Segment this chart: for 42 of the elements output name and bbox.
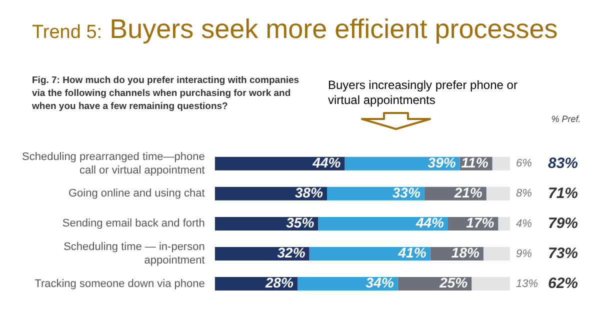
data-label: 32% bbox=[277, 244, 306, 261]
text: 73% bbox=[548, 244, 578, 262]
data-label: 17% bbox=[466, 214, 495, 231]
data-label: 9% bbox=[516, 248, 532, 260]
data-label: 13% bbox=[516, 278, 538, 290]
text: % Pref. bbox=[550, 114, 582, 125]
y-tick-label: Scheduling time — in-person appointment bbox=[64, 241, 205, 266]
data-label: 6% bbox=[516, 158, 532, 170]
text: 71% bbox=[548, 184, 578, 202]
text: 79% bbox=[548, 214, 578, 232]
bar bbox=[472, 277, 510, 291]
data-label: 11% bbox=[461, 154, 489, 170]
data-label: 44% bbox=[312, 154, 342, 170]
bar bbox=[492, 156, 510, 170]
y-tick-label: Tracking someone down via phone bbox=[34, 278, 205, 290]
data-label: 35% bbox=[286, 214, 315, 231]
bar bbox=[498, 216, 510, 230]
text: Buyers increasingly prefer phone or virtual appointments bbox=[328, 78, 518, 108]
chart-subtitle: Fig. 7: How much do you prefer interacting with companies via the following channels when purchasing for work and when you have a few remaining questions? bbox=[32, 74, 300, 113]
data-label: 4% bbox=[516, 218, 532, 230]
bar bbox=[486, 186, 510, 200]
data-label: 28% bbox=[264, 274, 294, 291]
bar bbox=[214, 156, 345, 170]
data-label: 8% bbox=[516, 188, 532, 200]
bar bbox=[318, 216, 448, 230]
y-tick-label: Sending email back and forth bbox=[62, 218, 205, 230]
chart-title: Trend 5: Buyers seek more efficient processes bbox=[32, 14, 558, 44]
data-label: 44% bbox=[414, 214, 445, 231]
data-label: 34% bbox=[366, 274, 394, 291]
data-label: 39% bbox=[428, 154, 456, 170]
text: 62% bbox=[548, 274, 578, 292]
data-label: 18% bbox=[451, 244, 480, 261]
data-label: 38% bbox=[294, 184, 324, 201]
data-label: 21% bbox=[453, 184, 483, 201]
bar bbox=[483, 246, 510, 260]
data-label: 41% bbox=[397, 244, 427, 261]
data-label: 25% bbox=[438, 274, 468, 291]
bar bbox=[309, 246, 430, 260]
y-tick-label: Going online and using chat bbox=[68, 188, 205, 200]
y-tick-label: Scheduling prearranged time—phone call or virtual appointment bbox=[22, 151, 205, 176]
text: 83% bbox=[548, 154, 578, 172]
data-label: 33% bbox=[392, 184, 421, 201]
